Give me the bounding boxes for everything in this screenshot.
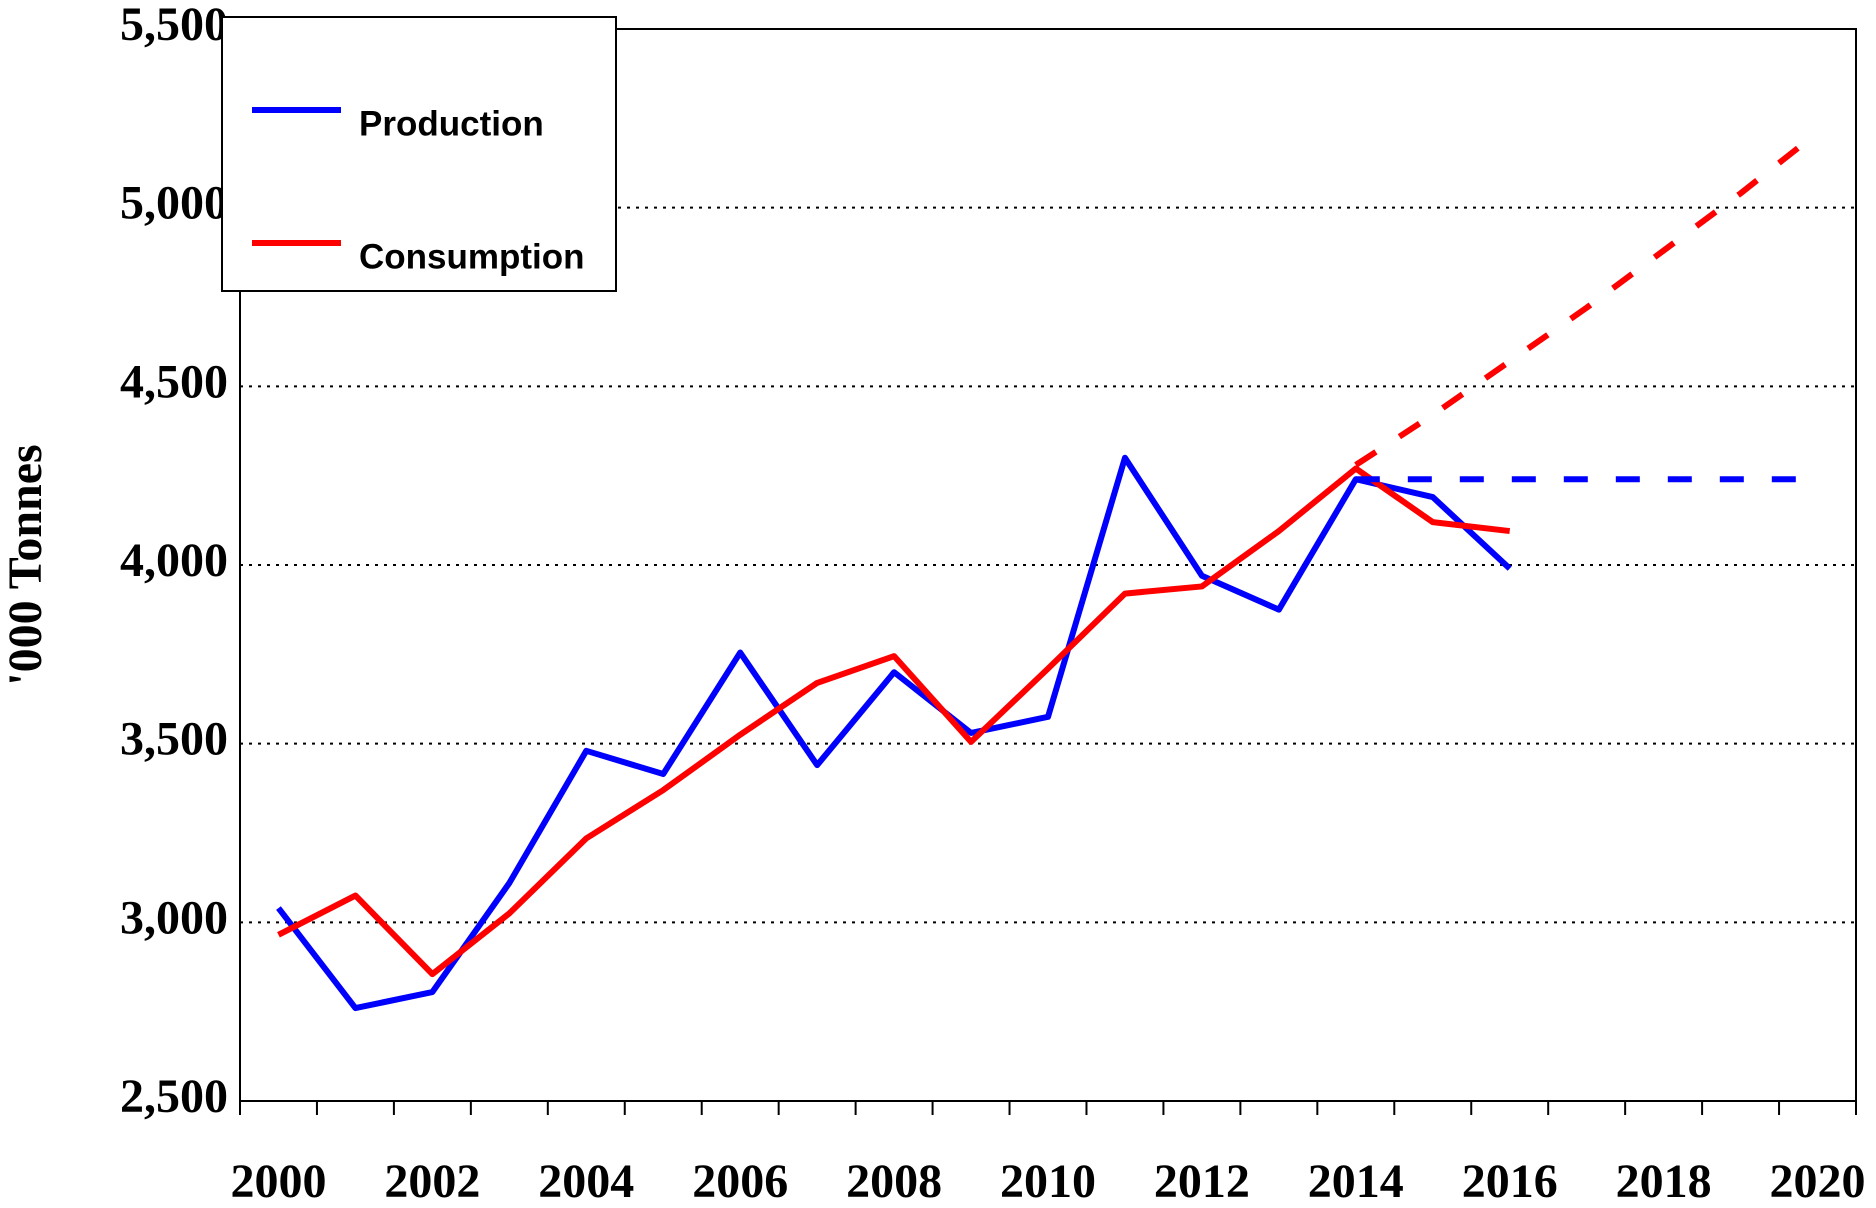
y-tick-label: 2,500 xyxy=(120,1070,228,1123)
y-tick-label: 4,000 xyxy=(120,534,228,587)
legend-label: Production xyxy=(359,104,544,143)
x-tick-label: 2008 xyxy=(846,1155,942,1208)
x-tick-label: 2014 xyxy=(1308,1155,1404,1208)
y-axis-label: '000 Tonnes xyxy=(0,444,52,685)
x-tick-label: 2012 xyxy=(1154,1155,1250,1208)
x-tick-label: 2006 xyxy=(692,1155,788,1208)
series-line xyxy=(276,454,1512,1012)
x-tick-label: 2004 xyxy=(538,1155,634,1208)
x-tick-label: 2016 xyxy=(1462,1155,1558,1208)
y-tick-label: 3,500 xyxy=(120,713,228,766)
y-tick-label: 3,000 xyxy=(120,891,228,944)
y-tick-label: 5,000 xyxy=(120,177,228,230)
series-line xyxy=(1354,130,1820,468)
x-tick-label: 2002 xyxy=(384,1155,480,1208)
x-tick-label: 2000 xyxy=(230,1155,326,1208)
y-tick-label: 4,500 xyxy=(120,355,228,408)
x-tick-label: 2018 xyxy=(1616,1155,1712,1208)
legend-label: Consumption xyxy=(359,237,585,276)
series-line xyxy=(277,465,1511,978)
x-tick-label: 2020 xyxy=(1770,1155,1866,1208)
x-tick-label: 2010 xyxy=(1000,1155,1096,1208)
y-tick-label: 5,500 xyxy=(120,0,228,51)
